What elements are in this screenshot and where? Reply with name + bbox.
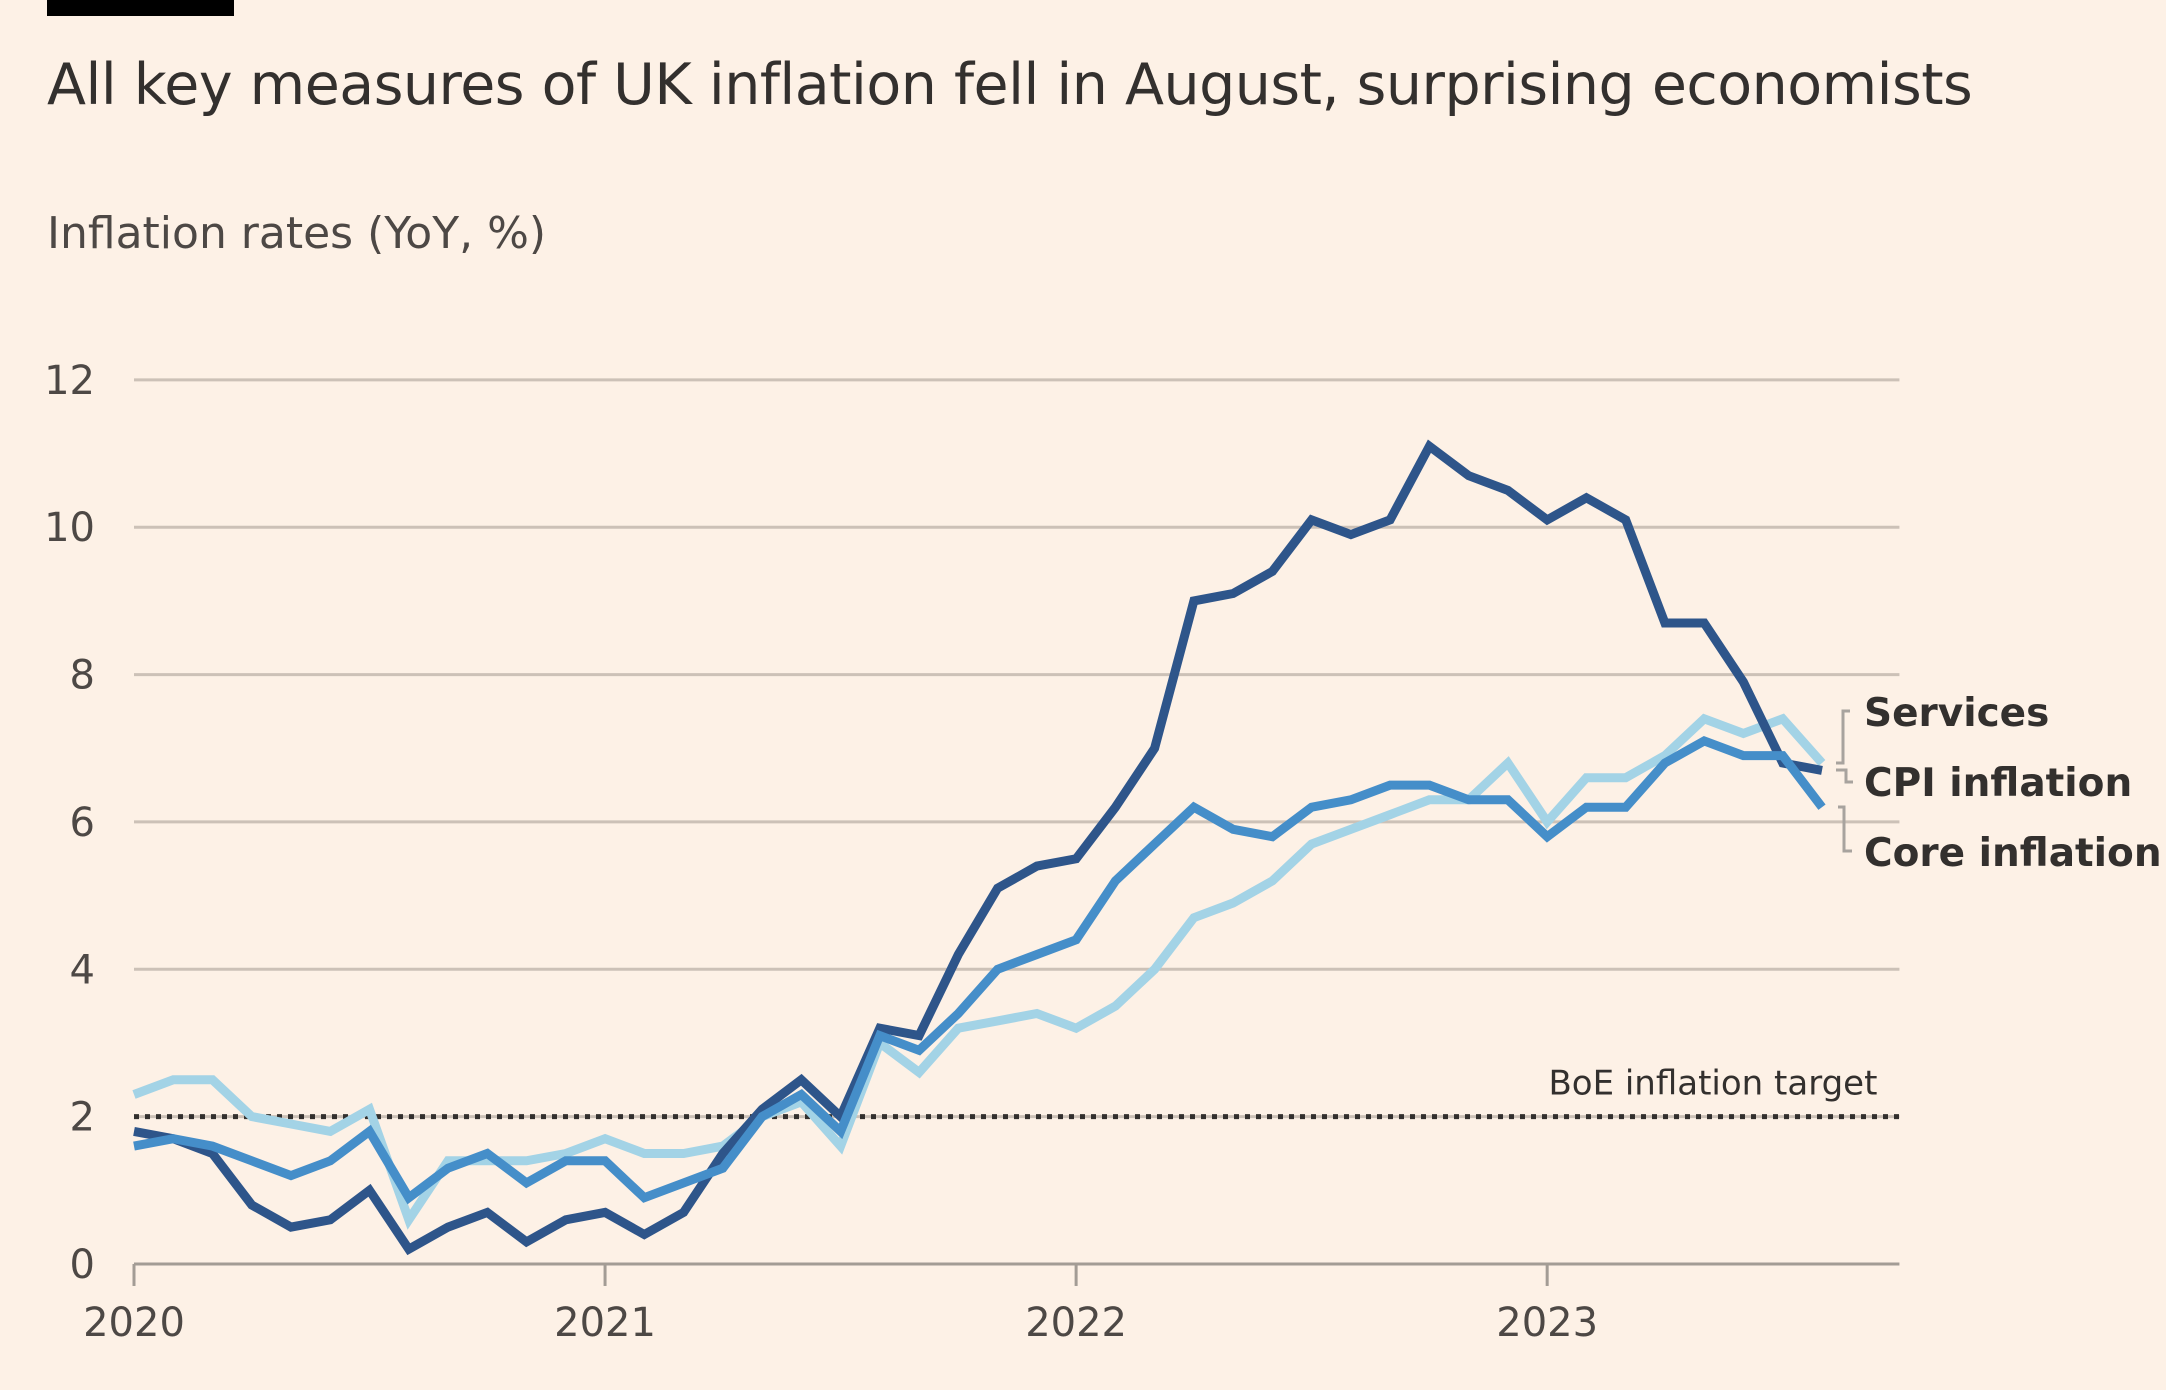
legend-bracket-services bbox=[1836, 709, 1850, 765]
y-tick-label: 2 bbox=[70, 1095, 95, 1141]
legend-bracket-core bbox=[1838, 805, 1852, 853]
series-line-cpi-inflation bbox=[133, 439, 1823, 1256]
x-tick-label: 2023 bbox=[1496, 1300, 1598, 1346]
x-tick-label: 2021 bbox=[554, 1300, 656, 1346]
y-tick-label: 6 bbox=[70, 800, 95, 846]
y-tick-label: 0 bbox=[70, 1242, 95, 1288]
series-lines bbox=[132, 439, 1826, 1256]
y-axis: 0 2 4 6 8 10 12 bbox=[44, 358, 95, 1288]
x-tick-label: 2022 bbox=[1025, 1300, 1127, 1346]
legend-label-cpi-inflation: CPI inflation bbox=[1864, 761, 2132, 806]
series-line-core-inflation bbox=[133, 735, 1826, 1205]
y-tick-label: 8 bbox=[70, 653, 95, 699]
x-tick-label: 2020 bbox=[83, 1300, 185, 1346]
legend-label-core-inflation: Core inflation bbox=[1864, 831, 2162, 876]
gridlines bbox=[133, 378, 1900, 1119]
brand-bar bbox=[47, 0, 234, 16]
legend-label-services: Services bbox=[1864, 691, 2049, 736]
boe-target-line: BoE inflation target bbox=[133, 1064, 1900, 1120]
legend: Services CPI inflation Core inflation bbox=[1836, 691, 2162, 876]
chart-title: All key measures of UK inflation fell in… bbox=[47, 52, 1973, 118]
y-tick-label: 12 bbox=[44, 358, 95, 404]
legend-bracket-cpi bbox=[1836, 768, 1853, 784]
chart-subtitle: Inflation rates (YoY, %) bbox=[47, 208, 547, 259]
y-tick-label: 10 bbox=[44, 505, 95, 551]
y-tick-label: 4 bbox=[70, 947, 95, 993]
series-line-services bbox=[132, 713, 1826, 1230]
x-axis: 2020 2021 2022 2023 bbox=[83, 1262, 1900, 1346]
boe-target-label: BoE inflation target bbox=[1548, 1064, 1877, 1104]
